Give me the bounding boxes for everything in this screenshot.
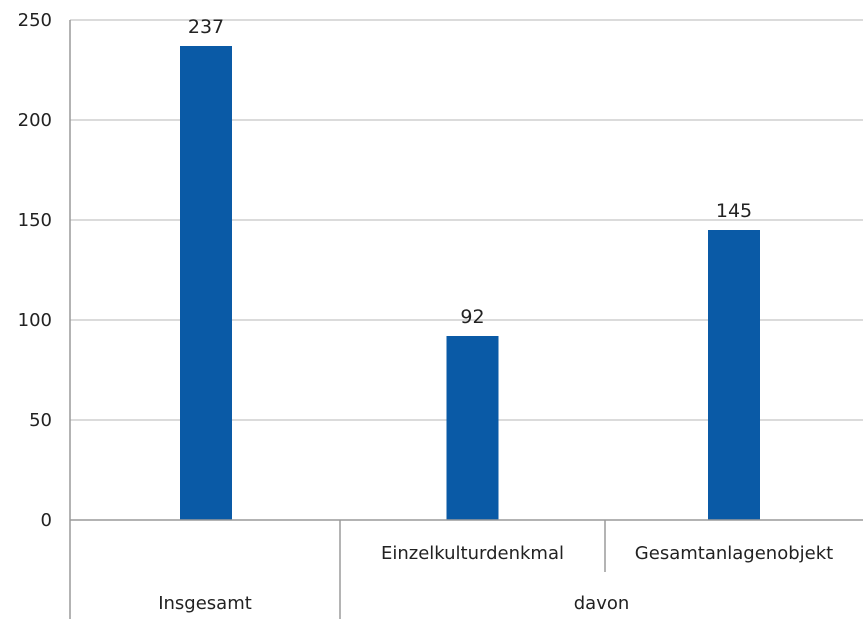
y-tick-label-50: 50	[29, 410, 52, 431]
category-label-einzelkulturdenkmal: Einzelkulturdenkmal	[381, 543, 564, 564]
bar-insgesamt	[180, 46, 232, 520]
bars	[180, 46, 760, 520]
axes	[69, 20, 863, 619]
category-label-gesamtanlagenobjekt: Gesamtanlagenobjekt	[635, 543, 833, 564]
y-tick-label-250: 250	[18, 10, 52, 31]
y-tick-label-100: 100	[18, 310, 52, 331]
group-label-davon: davon	[574, 593, 630, 614]
data-labels: 237 92 145	[188, 16, 752, 328]
category-labels: Einzelkulturdenkmal Gesamtanlagenobjekt In…	[158, 543, 833, 614]
data-label-insgesamt: 237	[188, 16, 224, 38]
y-tick-label-200: 200	[18, 110, 52, 131]
bar-gesamtanlagenobjekt	[708, 230, 760, 520]
data-label-gesamtanlagenobjekt: 145	[716, 200, 752, 222]
data-label-einzelkulturdenkmal: 92	[460, 306, 484, 328]
bar-einzelkulturdenkmal	[446, 336, 499, 520]
group-label-insgesamt: Insgesamt	[158, 593, 252, 614]
y-axis-ticks: 0 50 100 150 200 250	[18, 10, 52, 531]
y-tick-label-150: 150	[18, 210, 52, 231]
y-tick-label-0: 0	[41, 510, 52, 531]
